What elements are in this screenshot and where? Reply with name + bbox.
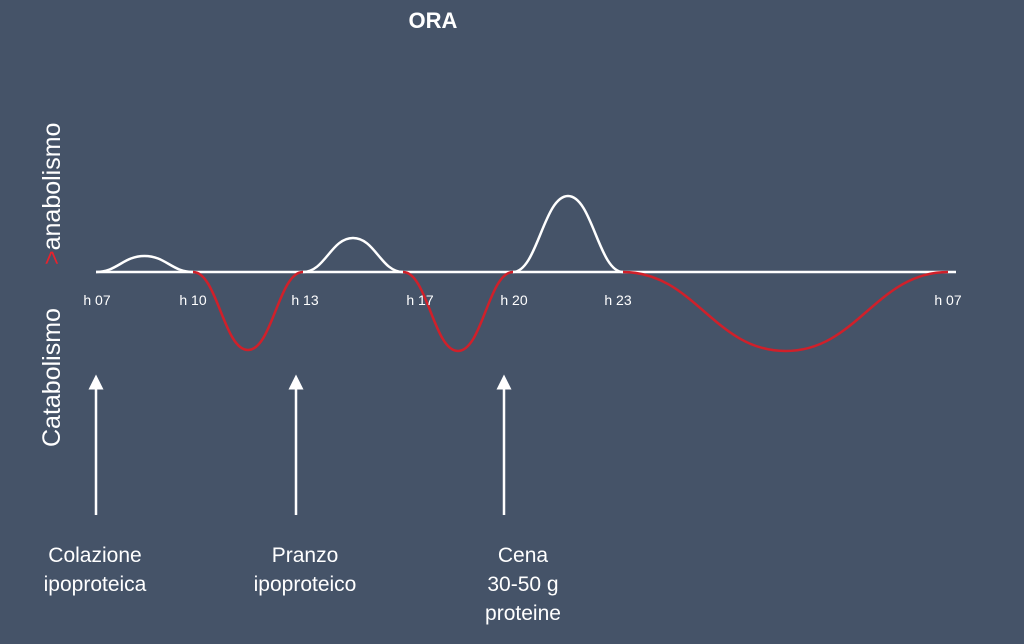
- meal-label: 30-50 g: [487, 573, 558, 596]
- curve: [302, 236, 404, 274]
- curve: [192, 270, 304, 352]
- time-label: h 13: [291, 292, 318, 308]
- meal-arrows: [88, 374, 512, 515]
- curve: [95, 254, 194, 274]
- anabolism-text: anabolismo: [38, 123, 66, 251]
- time-label: h 17: [406, 292, 433, 308]
- catabolism-label: Catabolismo: [38, 308, 66, 447]
- curves: [95, 194, 949, 353]
- anabolism-marker: >: [38, 250, 66, 265]
- meal-labels: Colazione ipoproteica Pranzo ipoproteico Cen…: [44, 544, 561, 625]
- meal-label: proteine: [485, 602, 561, 625]
- time-label: h 20: [500, 292, 527, 308]
- meal-label: ipoproteica: [44, 573, 147, 596]
- meal-label: ipoproteico: [254, 573, 357, 596]
- curve: [622, 270, 949, 353]
- time-label: h 07: [83, 292, 110, 308]
- curve: [402, 270, 514, 353]
- time-label: h 10: [179, 292, 206, 308]
- meal-label: Pranzo: [272, 544, 339, 567]
- meal-label: Cena: [498, 544, 549, 567]
- time-labels: h 07 h 10 h 13 h 17 h 20 h 23 h 07: [83, 292, 961, 308]
- meal-label: Colazione: [48, 544, 141, 567]
- anabolism-label: >anabolismo: [38, 123, 66, 265]
- curve: [512, 194, 624, 274]
- time-label: h 23: [604, 292, 631, 308]
- time-label: h 07: [934, 292, 961, 308]
- title: ORA: [409, 8, 458, 33]
